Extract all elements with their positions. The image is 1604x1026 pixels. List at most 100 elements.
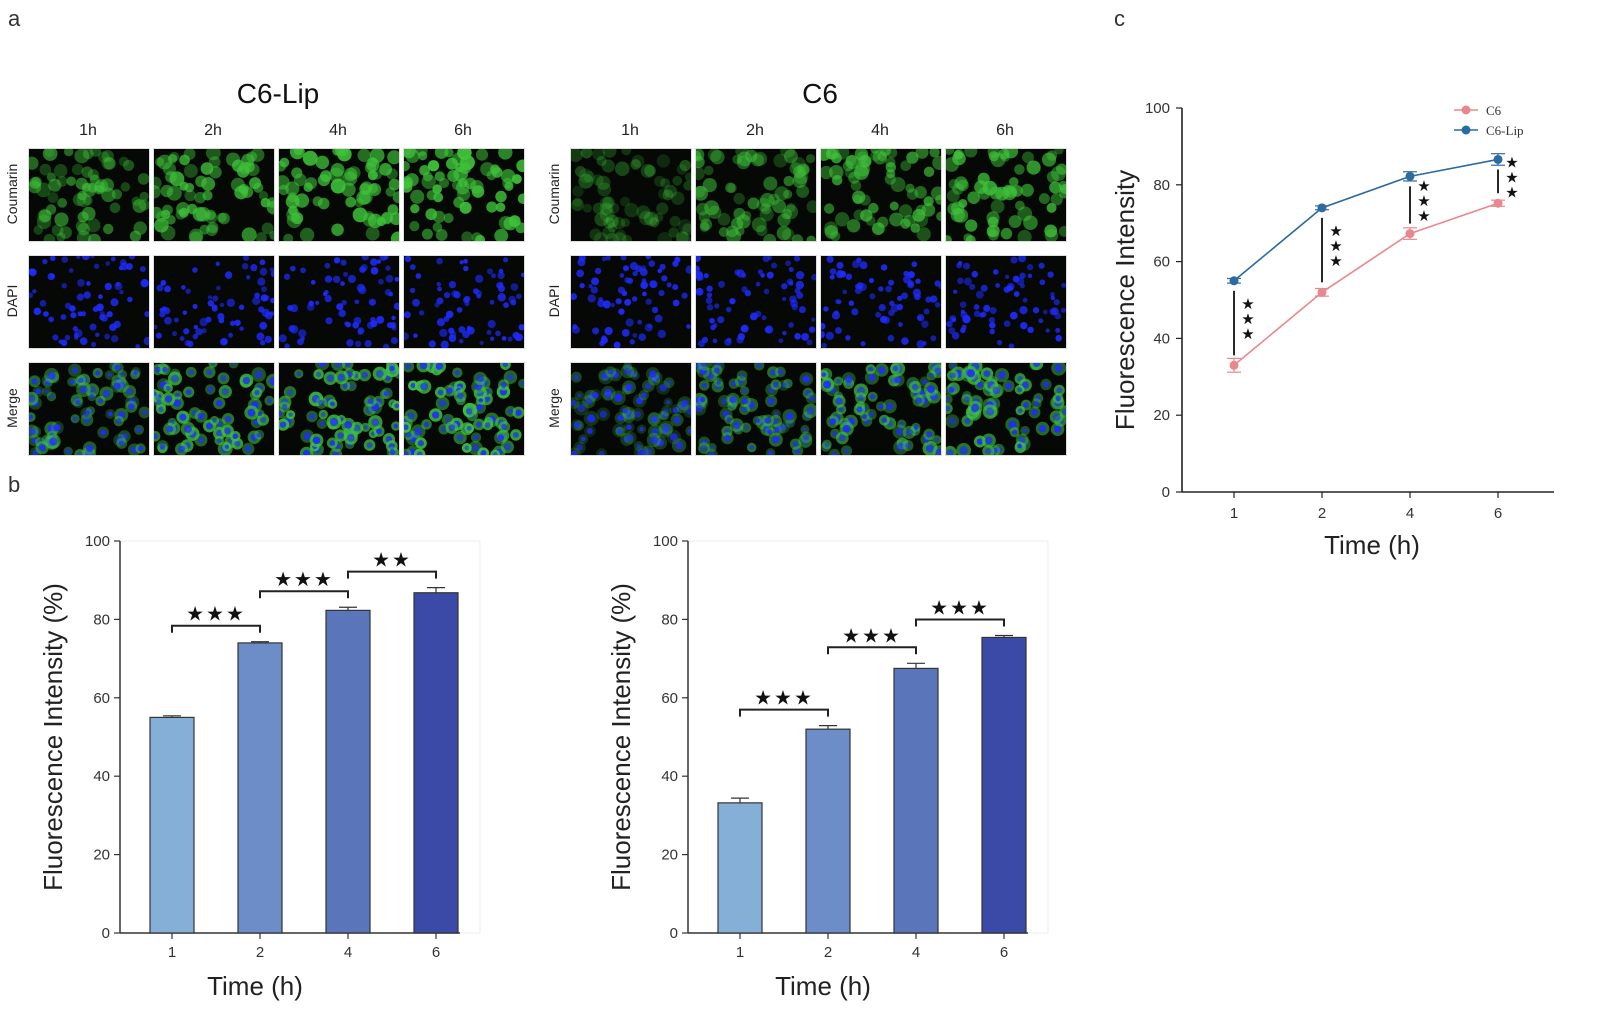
- nucleus: [47, 371, 56, 380]
- nucleus: [885, 402, 894, 411]
- cell: [793, 170, 808, 185]
- cell: [677, 219, 691, 234]
- cell: [932, 155, 941, 170]
- cell: [741, 210, 752, 221]
- cell: [419, 165, 430, 176]
- cell: [289, 149, 305, 160]
- nucleus: [154, 433, 158, 439]
- nucleus: [801, 333, 809, 341]
- nucleus: [729, 395, 737, 404]
- cell: [599, 207, 615, 222]
- x-tick-label: 1: [168, 944, 176, 961]
- cell: [1044, 228, 1059, 241]
- nucleus: [334, 363, 342, 368]
- nucleus: [188, 369, 194, 375]
- micrograph-tile: [403, 362, 525, 456]
- nucleus: [453, 291, 461, 299]
- micrograph-tile: [153, 148, 275, 242]
- nucleus: [778, 338, 784, 344]
- nucleus: [649, 370, 657, 378]
- nucleus: [508, 295, 516, 304]
- nucleus: [1022, 297, 1028, 303]
- nucleus: [864, 418, 870, 425]
- cell: [682, 223, 691, 236]
- nucleus: [303, 432, 311, 440]
- nucleus: [787, 420, 793, 426]
- cell: [958, 198, 968, 209]
- nucleus: [838, 434, 846, 442]
- cell: [502, 177, 514, 189]
- nucleus: [1047, 271, 1054, 278]
- nucleus: [192, 303, 198, 310]
- nucleus: [224, 427, 231, 435]
- significance-label: ★★★: [274, 569, 334, 591]
- nucleus: [58, 339, 64, 344]
- cell: [796, 184, 810, 198]
- nucleus: [370, 258, 378, 266]
- nucleus: [795, 270, 805, 280]
- nucleus: [459, 260, 464, 265]
- nucleus: [367, 398, 374, 405]
- cell: [138, 199, 149, 211]
- cell: [656, 202, 669, 215]
- nucleus: [115, 281, 121, 287]
- cell: [889, 201, 899, 211]
- cell: [988, 151, 1000, 162]
- bar-chart-c6: 0 20 40 60 80 100 1 2 4 6 ★★★ ★★★ ★★★ Time (h) Fluores…: [606, 533, 1049, 1001]
- nucleus: [731, 381, 737, 387]
- cell: [183, 149, 196, 160]
- x-tick-label: 6: [432, 944, 440, 961]
- nucleus: [99, 314, 106, 321]
- cell: [698, 211, 711, 223]
- nucleus: [875, 311, 882, 318]
- nucleus: [353, 424, 361, 432]
- cell: [594, 232, 608, 241]
- nucleus: [672, 260, 679, 267]
- nucleus: [754, 310, 762, 318]
- nucleus: [229, 320, 236, 326]
- nucleus: [617, 429, 623, 434]
- nucleus: [726, 417, 732, 422]
- nucleus: [650, 415, 658, 423]
- nucleus: [476, 374, 484, 383]
- legend-marker: [1461, 125, 1471, 135]
- nucleus: [923, 308, 930, 315]
- cell: [103, 157, 116, 170]
- nucleus: [672, 406, 679, 414]
- nucleus: [479, 340, 484, 346]
- nucleus: [83, 291, 91, 299]
- cell: [33, 225, 44, 235]
- nucleus: [212, 295, 219, 302]
- nucleus: [49, 437, 58, 446]
- nucleus: [625, 318, 634, 327]
- nucleus: [1039, 279, 1046, 286]
- nucleus: [242, 376, 251, 385]
- nucleus: [173, 399, 181, 407]
- y-tick-label: 40: [661, 768, 678, 785]
- nucleus: [140, 279, 149, 288]
- nucleus: [901, 292, 908, 300]
- nucleus: [394, 276, 399, 282]
- nucleus: [967, 369, 976, 378]
- bar: [325, 609, 371, 934]
- nucleus: [491, 273, 496, 279]
- panel-letter-b: b: [8, 472, 21, 497]
- cell: [421, 174, 436, 189]
- nucleus: [688, 428, 691, 434]
- nucleus: [1054, 363, 1063, 373]
- nucleus: [772, 417, 780, 425]
- nucleus: [68, 268, 74, 273]
- nucleus: [681, 292, 688, 299]
- nucleus: [992, 386, 1001, 395]
- nucleus: [69, 379, 75, 385]
- cell: [630, 159, 641, 170]
- nucleus: [438, 399, 447, 408]
- y-axis-label: Fluorescence Intensity (%): [606, 583, 636, 891]
- nucleus: [155, 332, 162, 339]
- nucleus: [135, 344, 141, 348]
- nucleus: [1008, 420, 1017, 429]
- cell: [443, 213, 454, 224]
- nucleus: [762, 256, 770, 263]
- nucleus: [64, 334, 71, 341]
